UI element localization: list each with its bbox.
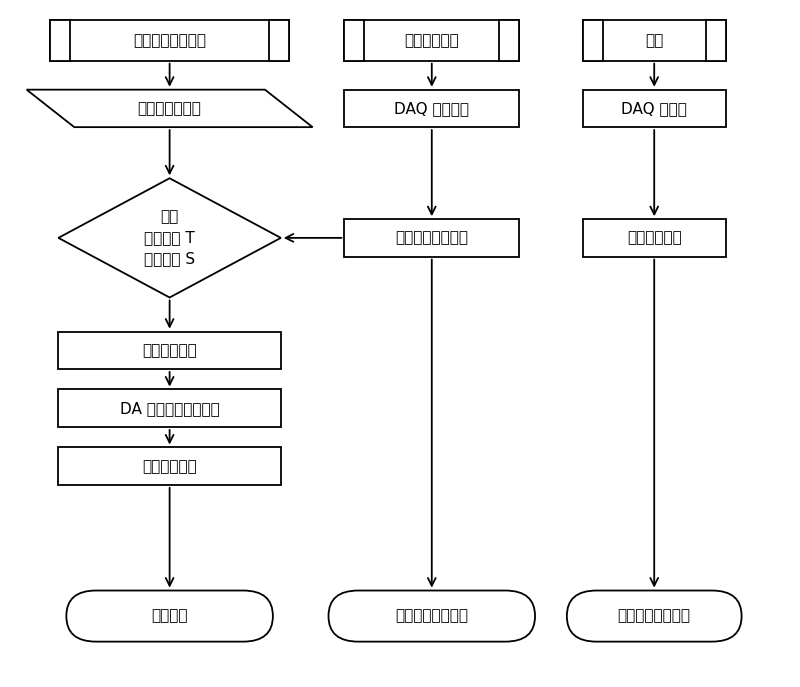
Text: 支架形变图像显示: 支架形变图像显示: [618, 609, 690, 624]
Polygon shape: [26, 90, 313, 127]
Text: 信号功率放大: 信号功率放大: [142, 459, 197, 473]
Text: 驱动电机: 驱动电机: [151, 609, 188, 624]
FancyBboxPatch shape: [269, 20, 289, 60]
FancyBboxPatch shape: [499, 20, 519, 60]
FancyBboxPatch shape: [582, 20, 726, 60]
Text: DAQ 数据采集: DAQ 数据采集: [394, 101, 470, 116]
FancyBboxPatch shape: [344, 20, 519, 60]
Text: 左心室压力信号: 左心室压力信号: [138, 101, 202, 116]
Text: 摄影: 摄影: [645, 33, 663, 48]
Text: 压力流量检测: 压力流量检测: [405, 33, 459, 48]
FancyBboxPatch shape: [582, 20, 602, 60]
Text: 调整
脉动频率 T
信号幅度 S: 调整 脉动频率 T 信号幅度 S: [144, 210, 195, 267]
Text: 图形处理程序: 图形处理程序: [627, 230, 682, 245]
FancyBboxPatch shape: [582, 90, 726, 127]
FancyBboxPatch shape: [344, 219, 519, 257]
FancyBboxPatch shape: [344, 20, 364, 60]
Text: 脉动血液流场控制: 脉动血液流场控制: [133, 33, 206, 48]
FancyBboxPatch shape: [567, 591, 742, 642]
Text: 压力流量波形显示: 压力流量波形显示: [395, 609, 468, 624]
Text: DA 数字模拟信号转换: DA 数字模拟信号转换: [120, 401, 219, 416]
FancyBboxPatch shape: [58, 447, 281, 485]
FancyBboxPatch shape: [344, 90, 519, 127]
Text: 数字信号输出: 数字信号输出: [142, 343, 197, 358]
FancyBboxPatch shape: [66, 591, 273, 642]
FancyBboxPatch shape: [706, 20, 726, 60]
FancyBboxPatch shape: [329, 591, 535, 642]
FancyBboxPatch shape: [582, 219, 726, 257]
Polygon shape: [58, 178, 281, 297]
Text: 信号模型对比分析: 信号模型对比分析: [395, 230, 468, 245]
FancyBboxPatch shape: [50, 20, 289, 60]
FancyBboxPatch shape: [58, 332, 281, 369]
FancyBboxPatch shape: [50, 20, 70, 60]
Text: DAQ 数据采: DAQ 数据采: [622, 101, 687, 116]
FancyBboxPatch shape: [58, 390, 281, 427]
